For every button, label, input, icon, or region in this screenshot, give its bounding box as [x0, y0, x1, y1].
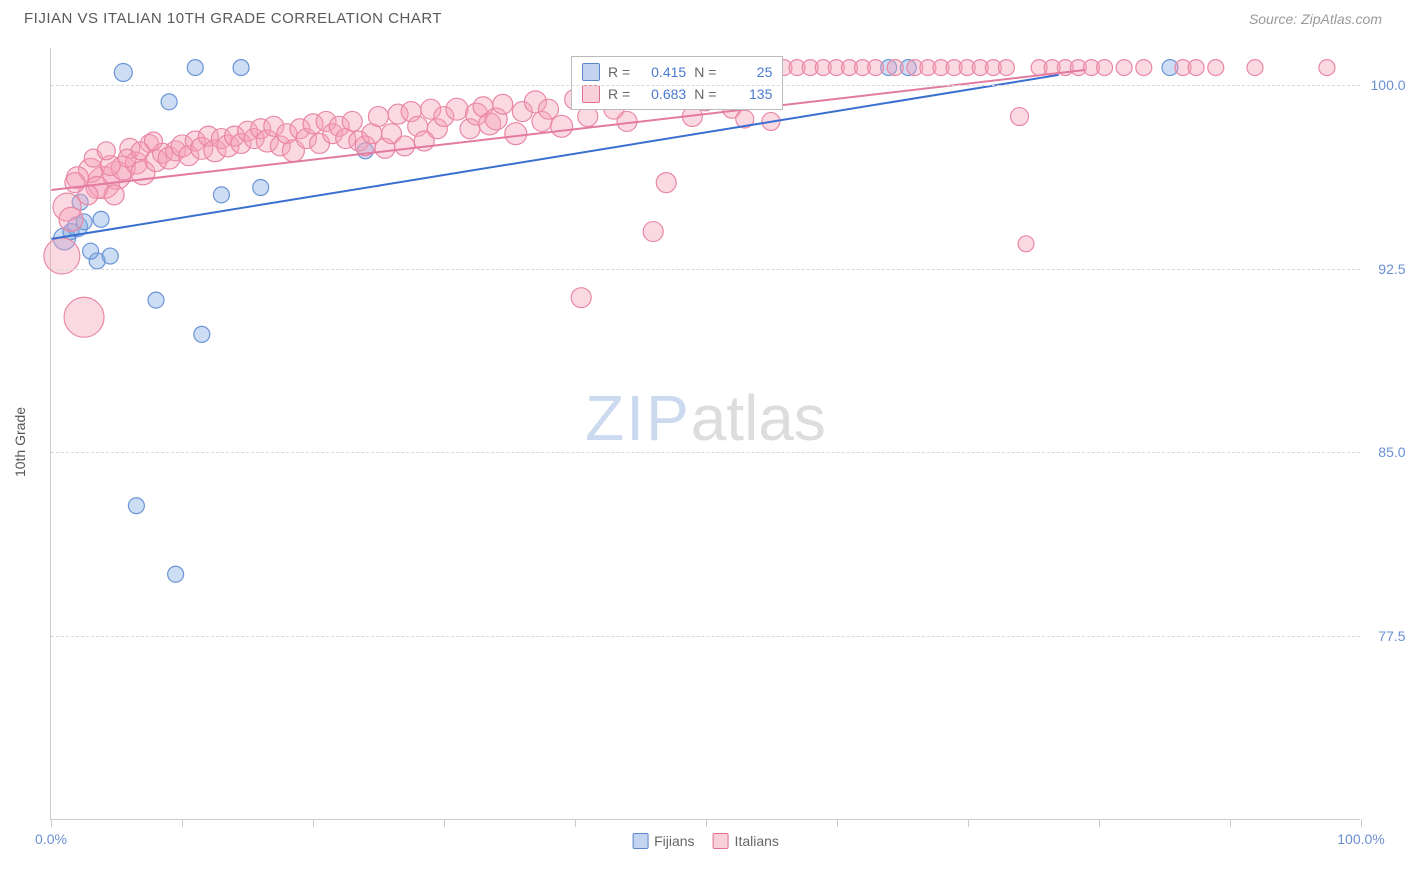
stats2-n-label: N = [694, 83, 716, 105]
plot-area: ZIPatlas R = 0.415 N = 25 R = 0.683 N = … [50, 48, 1360, 820]
point-italian [395, 136, 415, 156]
point-fijian [83, 243, 99, 259]
point-italian [1018, 236, 1034, 252]
y-tick-label: 100.0% [1371, 77, 1406, 93]
legend-label-1: Fijians [654, 833, 694, 849]
point-italian [342, 111, 362, 131]
stats2-r-value: 0.683 [638, 83, 686, 105]
point-italian [551, 115, 573, 137]
point-italian [1208, 60, 1224, 76]
x-tick [444, 819, 445, 827]
grid-line [51, 85, 1360, 86]
point-fijian [128, 498, 144, 514]
point-fijian [102, 248, 118, 264]
x-tick [575, 819, 576, 827]
point-italian [868, 60, 884, 76]
grid-line [51, 636, 1360, 637]
swatch-pink-icon [582, 85, 600, 103]
point-italian [505, 123, 527, 145]
grid-line [51, 269, 1360, 270]
point-italian [59, 207, 83, 231]
point-italian [368, 107, 388, 127]
legend-item-italians: Italians [713, 833, 779, 849]
point-fijian [168, 566, 184, 582]
point-italian [887, 60, 903, 76]
chart-container: 10th Grade ZIPatlas R = 0.415 N = 25 R =… [50, 48, 1382, 820]
point-italian [643, 222, 663, 242]
point-fijian [114, 63, 132, 81]
point-italian [1188, 60, 1204, 76]
point-italian [104, 185, 124, 205]
swatch-pink-icon [713, 833, 729, 849]
legend-item-fijians: Fijians [632, 833, 694, 849]
x-tick [51, 819, 52, 827]
point-italian [64, 297, 104, 337]
point-italian [65, 173, 85, 193]
point-italian [1319, 60, 1335, 76]
y-axis-label: 10th Grade [12, 407, 28, 477]
swatch-blue-icon [582, 63, 600, 81]
point-italian [571, 288, 591, 308]
stats-row-1: R = 0.415 N = 25 [582, 61, 772, 83]
x-tick [706, 819, 707, 827]
x-tick [1230, 819, 1231, 827]
stats-box: R = 0.415 N = 25 R = 0.683 N = 135 [571, 56, 783, 110]
point-fijian [187, 60, 203, 76]
point-fijian [93, 211, 109, 227]
grid-line [51, 452, 1360, 453]
point-italian [1097, 60, 1113, 76]
point-italian [446, 98, 468, 120]
stats1-r-label: R = [608, 61, 630, 83]
point-italian [1116, 60, 1132, 76]
stats1-n-value: 25 [724, 61, 772, 83]
stats2-r-label: R = [608, 83, 630, 105]
x-tick [1099, 819, 1100, 827]
point-fijian [194, 326, 210, 342]
point-italian [998, 60, 1014, 76]
x-tick-label: 100.0% [1337, 831, 1384, 847]
legend-label-2: Italians [735, 833, 779, 849]
point-fijian [253, 180, 269, 196]
stats-row-2: R = 0.683 N = 135 [582, 83, 772, 105]
source-text: Source: ZipAtlas.com [1249, 11, 1382, 27]
stats1-r-value: 0.415 [638, 61, 686, 83]
stats2-n-value: 135 [724, 83, 772, 105]
bottom-legend: Fijians Italians [632, 833, 779, 849]
point-fijian [148, 292, 164, 308]
point-italian [493, 94, 513, 114]
y-tick-label: 92.5% [1378, 261, 1406, 277]
x-tick [1361, 819, 1362, 827]
point-fijian [213, 187, 229, 203]
x-tick [837, 819, 838, 827]
point-italian [539, 99, 559, 119]
point-italian [1136, 60, 1152, 76]
point-italian [1011, 108, 1029, 126]
swatch-blue-icon [632, 833, 648, 849]
point-fijian [233, 60, 249, 76]
stats1-n-label: N = [694, 61, 716, 83]
point-italian [144, 132, 162, 150]
y-tick-label: 77.5% [1378, 628, 1406, 644]
point-fijian [161, 94, 177, 110]
chart-title: FIJIAN VS ITALIAN 10TH GRADE CORRELATION… [24, 10, 442, 27]
point-italian [656, 173, 676, 193]
y-tick-label: 85.0% [1378, 444, 1406, 460]
x-tick [968, 819, 969, 827]
scatter-svg [51, 48, 1360, 819]
point-italian [97, 142, 115, 160]
x-tick-label: 0.0% [35, 831, 67, 847]
x-tick [313, 819, 314, 827]
point-italian [1247, 60, 1263, 76]
x-tick [182, 819, 183, 827]
